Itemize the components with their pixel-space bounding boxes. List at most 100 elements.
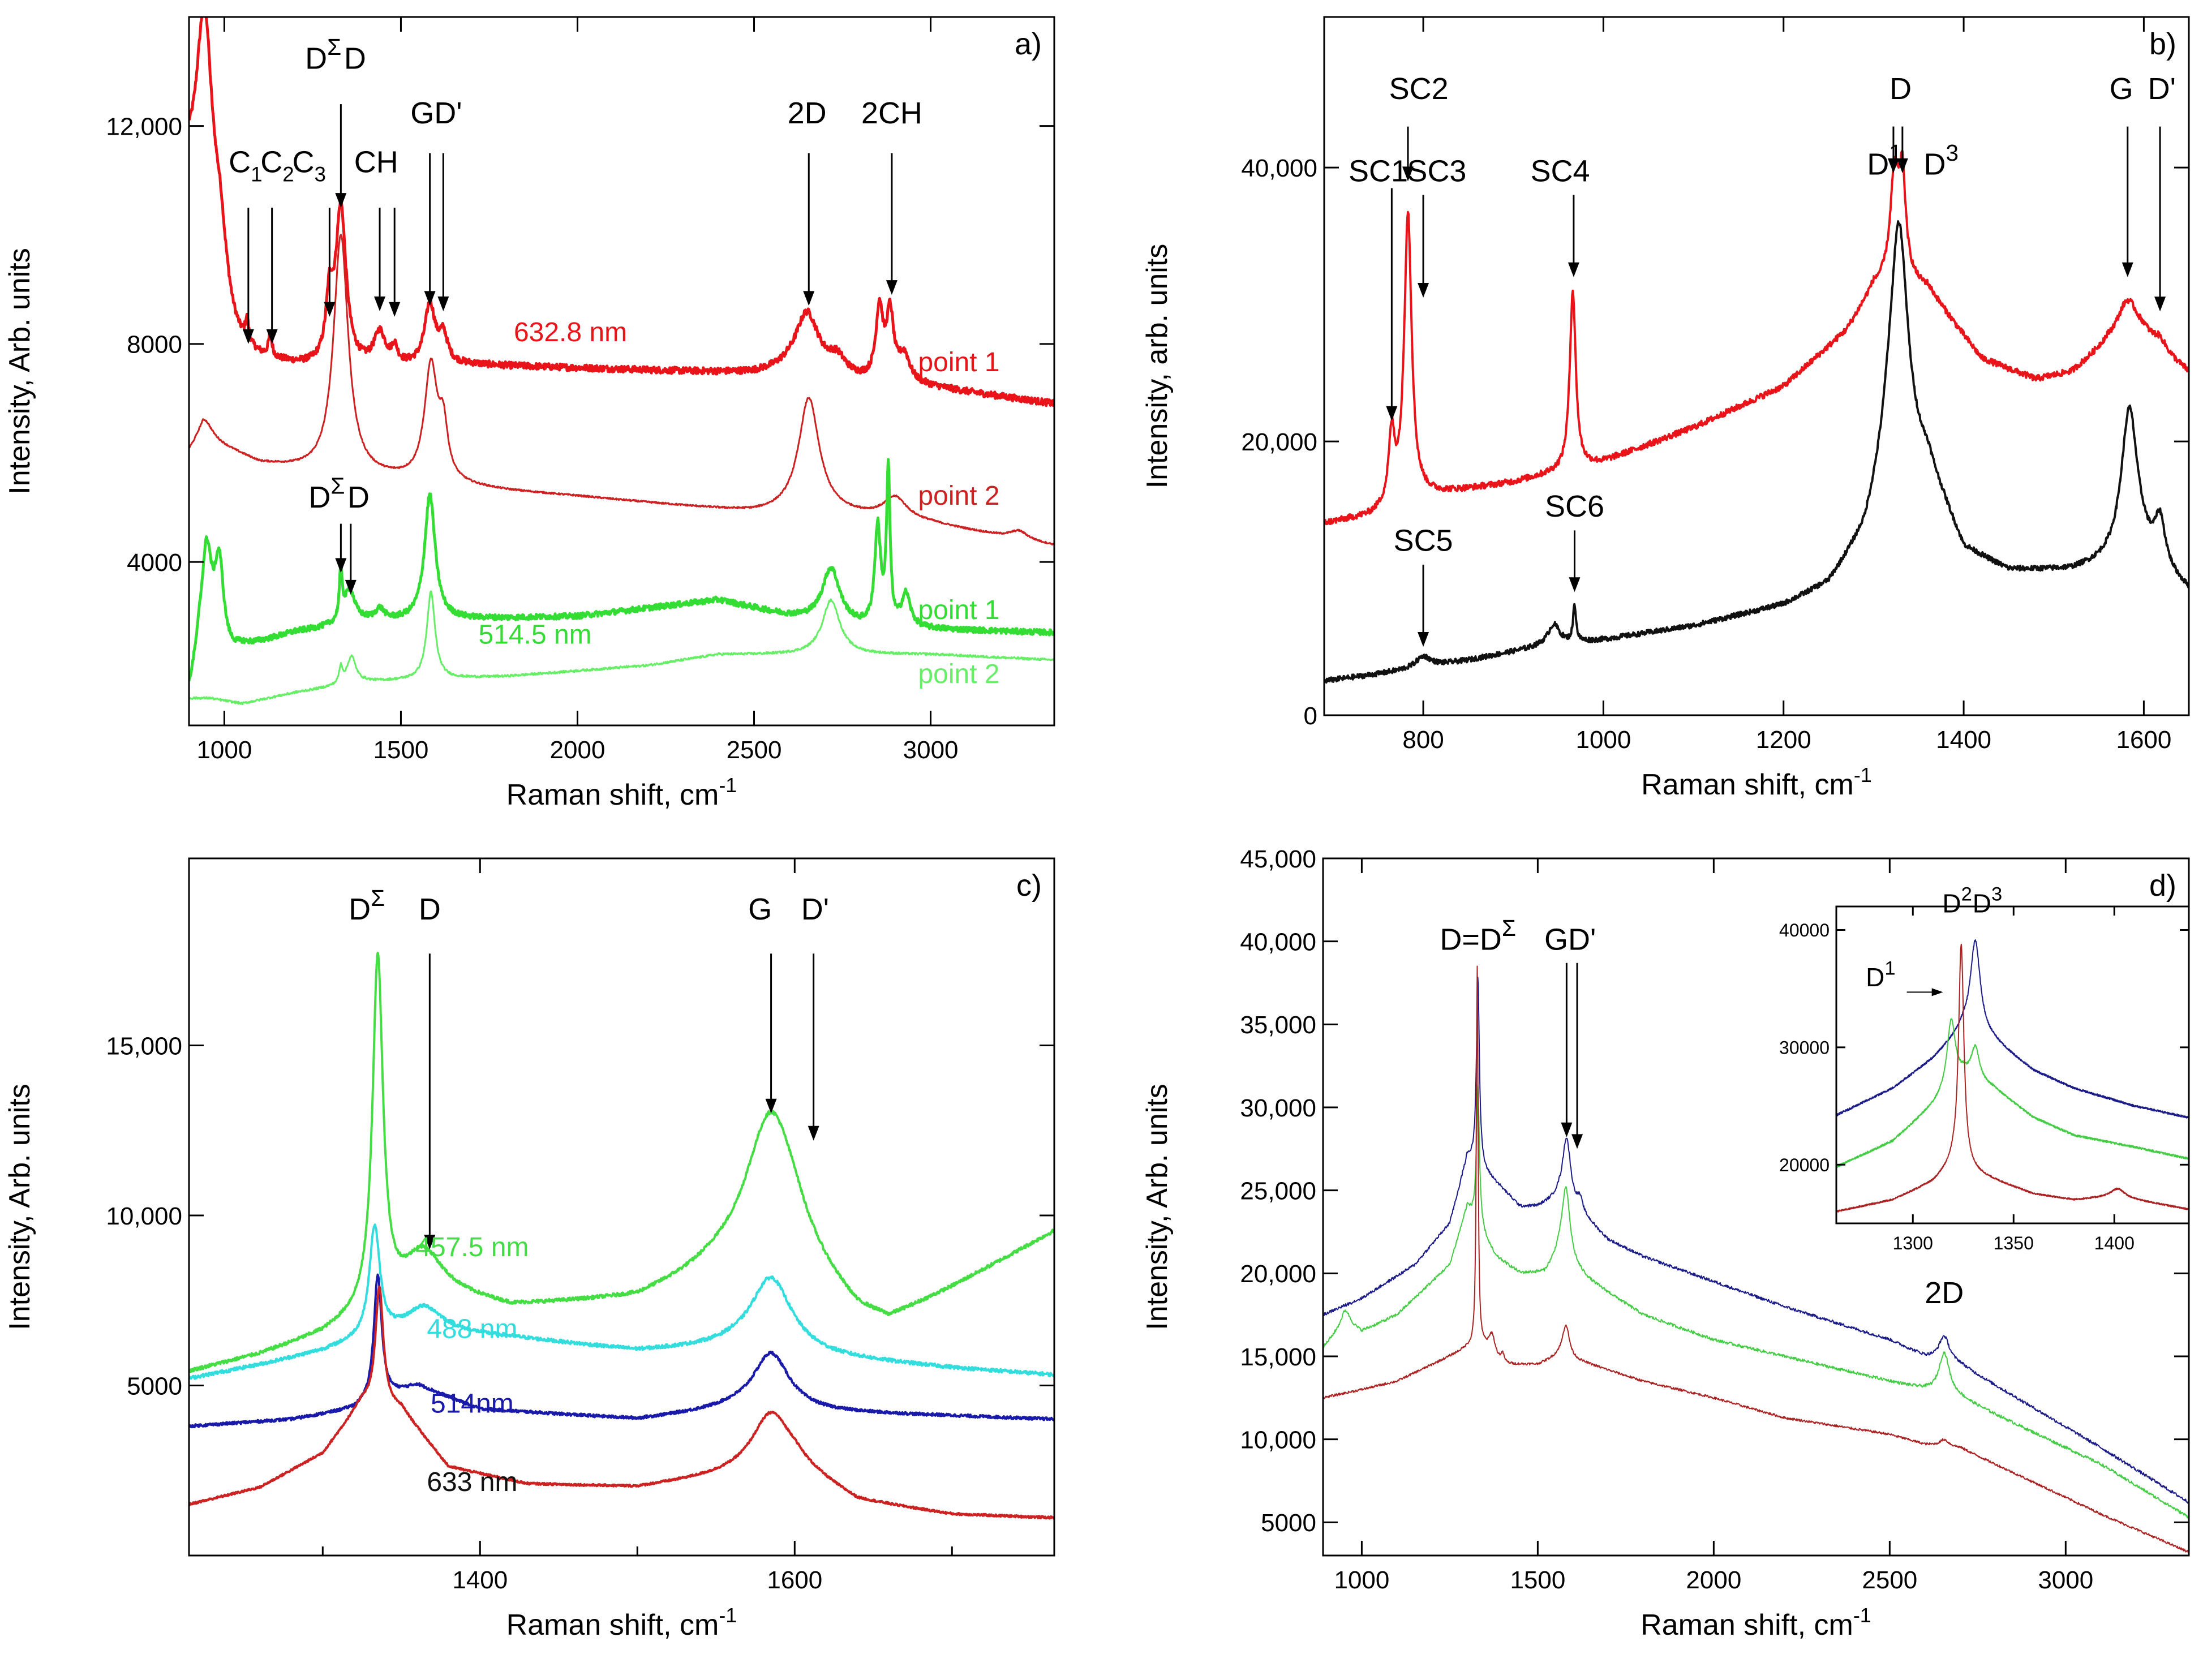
annotation-arrowhead bbox=[1561, 1122, 1573, 1137]
x-axis-label: Raman shift, cm-1 bbox=[506, 774, 737, 811]
peak-label: C2 bbox=[260, 145, 294, 186]
series-line-1 bbox=[189, 952, 1054, 1373]
peak-label: D bbox=[1889, 72, 1912, 106]
y-tick-label: 8000 bbox=[127, 331, 182, 359]
x-tick-label: 3000 bbox=[2038, 1566, 2093, 1594]
peak-label: C1 bbox=[229, 145, 262, 186]
annotation-arrowhead bbox=[1568, 262, 1579, 277]
y-tick-label: 30000 bbox=[1779, 1037, 1830, 1058]
series-line-1 bbox=[1323, 977, 2189, 1504]
peak-label: SC6 bbox=[1545, 489, 1604, 523]
peak-label: SC3 bbox=[1407, 154, 1466, 188]
annotation-arrowhead bbox=[335, 193, 347, 208]
panel-label: c) bbox=[1016, 869, 1042, 903]
peak-label: D bbox=[344, 41, 366, 75]
series-line-4 bbox=[189, 1286, 1054, 1520]
plot-frame bbox=[1835, 905, 2190, 1224]
peak-label: CH bbox=[354, 145, 398, 179]
peak-label: 2CH bbox=[861, 96, 922, 130]
series-label: point 2 bbox=[918, 659, 999, 689]
peak-label: D3 bbox=[1924, 140, 1959, 181]
annotation-arrowhead bbox=[803, 291, 815, 306]
series-line-2 bbox=[1324, 220, 2189, 684]
series-label: 488 nm bbox=[427, 1314, 517, 1344]
annotation-arrowhead bbox=[324, 302, 336, 317]
peak-label: SC1 bbox=[1349, 154, 1408, 188]
annotation-arrowhead bbox=[335, 558, 347, 573]
peak-label: G bbox=[748, 892, 772, 926]
x-tick-label: 2500 bbox=[727, 736, 782, 764]
y-tick-label: 40000 bbox=[1779, 920, 1830, 940]
x-tick-label: 1400 bbox=[452, 1566, 508, 1594]
peak-label: D=DΣ bbox=[1440, 915, 1516, 956]
peak-label: DΣ bbox=[349, 885, 385, 926]
series-label: 632.8 nm bbox=[514, 317, 627, 347]
series-label: 633 nm bbox=[427, 1467, 517, 1497]
annotation-arrowhead bbox=[2154, 297, 2166, 312]
annotation-arrowhead bbox=[1896, 158, 1908, 173]
series-line-2 bbox=[189, 1223, 1054, 1380]
annotation-arrowhead bbox=[266, 329, 278, 344]
series-label: point 2 bbox=[918, 481, 999, 511]
peak-label: C3 bbox=[292, 145, 325, 186]
peak-label: SC5 bbox=[1394, 524, 1453, 558]
series-label: point 1 bbox=[918, 595, 999, 625]
peak-label: D' bbox=[2148, 72, 2176, 106]
x-tick-label: 800 bbox=[1402, 726, 1444, 754]
y-tick-label: 0 bbox=[1304, 702, 1317, 730]
y-tick-label: 4000 bbox=[127, 549, 182, 577]
panel-a-chart: 1000 1500 2000 2500 3000 4000 8000 12,000 Raman … bbox=[3, 16, 1055, 811]
series-line-1 bbox=[1836, 939, 2189, 1119]
y-axis-label: Intensity, Arb. units bbox=[3, 248, 36, 494]
series-line-1 bbox=[189, 17, 1054, 407]
y-axis-label: Intensity, arb. units bbox=[1141, 244, 1174, 489]
panel-label: a) bbox=[1015, 27, 1042, 61]
annotation-arrowhead bbox=[1418, 632, 1429, 647]
y-tick-label: 20,000 bbox=[1240, 1260, 1316, 1288]
x-tick-label: 1600 bbox=[2116, 726, 2171, 754]
annotation-arrowhead bbox=[424, 291, 436, 306]
panel-c-chart: 1400 1600 5000 10,000 15,000 Raman shift, cm-… bbox=[3, 857, 1055, 1642]
annotation-arrowhead bbox=[345, 579, 357, 595]
peak-label: D bbox=[347, 480, 370, 514]
x-axis-label: Raman shift, cm-1 bbox=[1641, 1604, 1871, 1642]
peak-label: 2D bbox=[1925, 1276, 1964, 1310]
panel-label: b) bbox=[2149, 27, 2176, 61]
y-tick-label: 15,000 bbox=[1240, 1343, 1316, 1371]
annotation-arrowhead bbox=[808, 1125, 819, 1141]
annotation-arrowhead bbox=[765, 1098, 777, 1114]
series-line-3 bbox=[189, 1273, 1054, 1429]
series-line-3 bbox=[1323, 965, 2189, 1554]
annotation-arrowhead bbox=[1418, 283, 1429, 298]
series-line-2 bbox=[1323, 1084, 2189, 1519]
panel-label: d) bbox=[2149, 869, 2176, 903]
series-label: 514nm bbox=[431, 1389, 514, 1419]
x-tick-label: 1500 bbox=[1510, 1566, 1565, 1594]
peak-label: SC2 bbox=[1389, 72, 1449, 106]
series-line-3 bbox=[1836, 943, 2189, 1213]
plot-frame bbox=[188, 16, 1055, 727]
x-tick-label: 1000 bbox=[1334, 1566, 1389, 1594]
annotation-arrowhead bbox=[437, 297, 449, 312]
peak-label: 2D bbox=[788, 96, 827, 130]
series-line-4 bbox=[189, 590, 1054, 706]
peak-label: SC4 bbox=[1530, 154, 1590, 188]
y-tick-label: 40,000 bbox=[1240, 929, 1316, 956]
x-tick-label: 2500 bbox=[1862, 1566, 1917, 1594]
x-tick-label: 1000 bbox=[1575, 726, 1631, 754]
annotation-arrowhead bbox=[886, 280, 897, 295]
peak-label: GD' bbox=[1544, 922, 1596, 956]
annotation-arrowhead bbox=[424, 1235, 436, 1250]
x-tick-label: 1600 bbox=[767, 1566, 822, 1594]
x-tick-label: 2000 bbox=[550, 736, 605, 764]
x-tick-label: 1350 bbox=[1994, 1233, 2034, 1253]
peak-label: DΣ bbox=[305, 34, 341, 75]
y-axis-label: Intensity, Arb. units bbox=[3, 1084, 36, 1330]
inset-background bbox=[1836, 906, 2189, 1223]
y-tick-label: 5000 bbox=[127, 1372, 182, 1400]
panel-d-inset-chart: 1300 1350 1400 20000 30000 40000 D2 D3 D1 bbox=[1779, 884, 2190, 1253]
y-tick-label: 20,000 bbox=[1241, 428, 1317, 456]
x-axis-label: Raman shift, cm-1 bbox=[1641, 763, 1872, 801]
peak-label: D3 bbox=[1973, 884, 2002, 918]
